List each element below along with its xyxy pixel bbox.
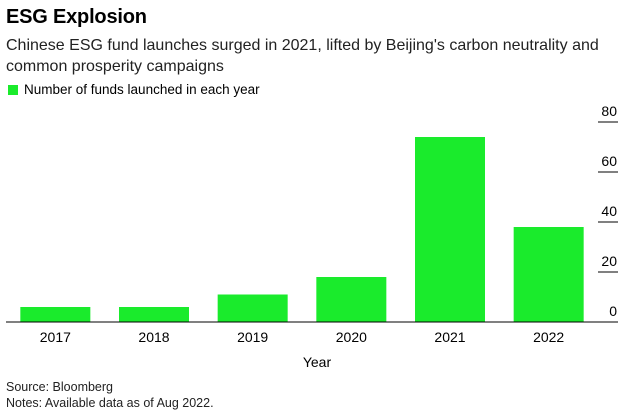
bar — [415, 137, 485, 322]
y-tick-label: 80 — [601, 103, 617, 119]
y-tick-label: 40 — [601, 203, 617, 219]
y-tick-label: 20 — [601, 253, 617, 269]
notes-text: Notes: Available data as of Aug 2022. — [6, 396, 214, 410]
chart-title: ESG Explosion — [6, 6, 147, 28]
source-text: Source: Bloomberg — [6, 380, 114, 394]
y-tick-label: 0 — [609, 303, 617, 319]
x-tick-label: 2022 — [533, 329, 564, 345]
x-tick-label: 2021 — [434, 329, 465, 345]
legend-label: Number of funds launched in each year — [24, 82, 260, 97]
x-axis-title: Year — [303, 354, 332, 370]
x-tick-label: 2020 — [336, 329, 367, 345]
bar — [119, 307, 189, 322]
bar — [217, 294, 288, 322]
x-tick-label: 2017 — [40, 329, 71, 345]
x-tick-label: 2018 — [138, 329, 169, 345]
x-tick-label: 2019 — [237, 329, 268, 345]
legend: Number of funds launched in each year — [8, 82, 260, 97]
source-notes: Source: Bloomberg Notes: Available data … — [6, 379, 214, 411]
legend-swatch — [8, 84, 18, 95]
bar — [513, 227, 584, 322]
bar — [316, 277, 387, 322]
bar-chart: 0 20 40 60 80 2017 2018 2019 2020 2021 2022 Year — [6, 103, 618, 370]
y-tick-label: 60 — [601, 153, 617, 169]
bar — [20, 307, 91, 322]
chart-subtitle: Chinese ESG fund launches surged in 2021… — [6, 37, 599, 75]
